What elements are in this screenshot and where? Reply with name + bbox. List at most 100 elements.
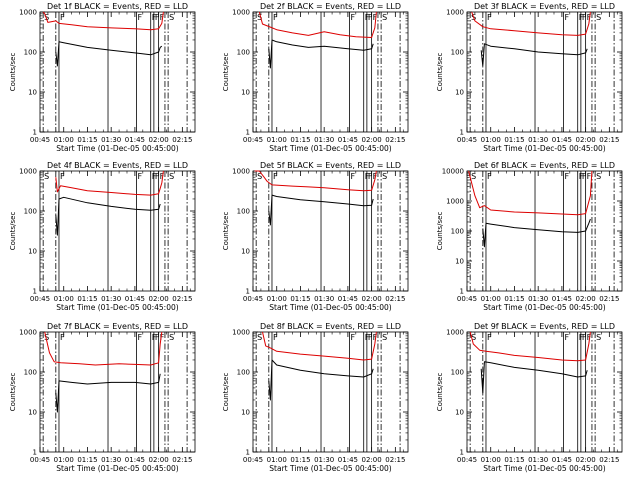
- event-marker-label: S: [596, 13, 601, 22]
- series-line: [254, 170, 377, 192]
- x-tick-label: 01:45: [552, 295, 572, 303]
- x-axis-label: Start Time (01-Dec-05 00:45:00): [269, 144, 391, 153]
- y-tick-label: 100: [24, 49, 37, 57]
- x-tick-label: 01:15: [290, 456, 310, 464]
- y-tick-label: 10000: [442, 168, 464, 176]
- x-tick-label: 02:00: [362, 136, 382, 144]
- y-tick-label: 100: [24, 208, 37, 216]
- event-marker-label: F: [487, 172, 492, 181]
- event-marker-label: F: [160, 172, 165, 181]
- series-line: [258, 11, 377, 38]
- x-tick-label: 01:30: [314, 456, 334, 464]
- panel-title: Det 7f BLACK = Events, RED = LLD: [47, 322, 188, 331]
- detector-panel: Det 3f BLACK = Events, RED = LLD 1 10 100 10…: [436, 2, 623, 153]
- y-tick-label: 1000: [19, 329, 37, 337]
- x-tick-label: 01:30: [101, 456, 121, 464]
- event-marker-label: S: [471, 333, 476, 342]
- x-tick-label: 01:15: [504, 136, 524, 144]
- y-tick-label: 1000: [232, 168, 250, 176]
- y-tick-label: 100: [237, 208, 250, 216]
- x-tick-label: 01:00: [54, 456, 74, 464]
- y-tick-label: 1: [246, 288, 250, 296]
- y-tick-label: 1000: [232, 329, 250, 337]
- x-axis-label: Start Time (01-Dec-05 00:45:00): [56, 464, 178, 473]
- series-line: [471, 11, 591, 36]
- panel-title: Det 3f BLACK = Events, RED = LLD: [474, 2, 615, 11]
- y-tick-label: 1: [460, 288, 464, 296]
- y-tick-label: 1000: [446, 9, 464, 17]
- event-marker-label: F: [587, 172, 592, 181]
- x-tick-label: 02:15: [172, 456, 192, 464]
- plot-frame: [252, 11, 409, 133]
- event-marker-label: F: [273, 333, 278, 342]
- detector-panel: Det 6f BLACK = Events, RED = LLD 1 10 100 10…: [436, 161, 623, 312]
- event-marker-label: S: [596, 333, 601, 342]
- x-tick-label: 01:15: [77, 136, 97, 144]
- x-tick-label: 02:00: [149, 295, 169, 303]
- y-tick-label: 10: [28, 409, 37, 417]
- x-tick-label: 01:00: [54, 136, 74, 144]
- event-marker-label: F: [373, 13, 378, 22]
- x-tick-label: 02:00: [576, 295, 596, 303]
- y-tick-label: 100: [451, 369, 464, 377]
- x-tick-label: 01:00: [267, 295, 287, 303]
- x-tick-label: 01:30: [528, 456, 548, 464]
- y-tick-label: 1000: [232, 9, 250, 17]
- x-axis-label: Start Time (01-Dec-05 00:45:00): [56, 303, 178, 312]
- event-marker-label: F: [137, 13, 142, 22]
- y-tick-label: 1: [246, 449, 250, 457]
- x-tick-label: 02:00: [362, 295, 382, 303]
- plot-frame: [39, 170, 196, 292]
- x-tick-label: 02:15: [385, 456, 405, 464]
- x-tick-label: 01:00: [267, 136, 287, 144]
- x-tick-label: 00:45: [457, 456, 477, 464]
- y-tick-label: 10: [455, 89, 464, 97]
- y-axis-label: Counts/sec: [436, 373, 444, 412]
- event-marker-label: F: [564, 333, 569, 342]
- event-marker-label: F: [350, 333, 355, 342]
- x-axis-label: Start Time (01-Dec-05 00:45:00): [269, 464, 391, 473]
- y-tick-label: 10: [28, 89, 37, 97]
- y-axis-label: Counts/sec: [9, 212, 17, 251]
- y-axis-label: Counts/sec: [436, 53, 444, 92]
- event-marker-label: F: [368, 13, 373, 22]
- event-marker-label: S: [257, 13, 262, 22]
- detector-panel: Det 8f BLACK = Events, RED = LLD 1 10 100 10…: [222, 322, 409, 473]
- y-tick-label: 10: [241, 248, 250, 256]
- event-marker-label: F: [587, 333, 592, 342]
- event-marker-label: F: [273, 13, 278, 22]
- x-tick-label: 01:15: [504, 456, 524, 464]
- event-marker-label: F: [350, 172, 355, 181]
- x-tick-label: 01:30: [101, 295, 121, 303]
- x-tick-label: 01:30: [528, 295, 548, 303]
- event-marker-label: F: [582, 172, 587, 181]
- event-marker-label: S: [382, 172, 387, 181]
- x-tick-label: 01:15: [290, 295, 310, 303]
- series-line: [468, 170, 593, 216]
- x-tick-label: 01:45: [338, 295, 358, 303]
- event-marker-label: F: [160, 13, 165, 22]
- x-tick-label: 01:45: [125, 295, 145, 303]
- y-tick-label: 10: [241, 409, 250, 417]
- y-tick-label: 1000: [19, 168, 37, 176]
- event-marker-label: F: [487, 13, 492, 22]
- x-tick-label: 02:00: [576, 456, 596, 464]
- x-tick-label: 01:15: [77, 456, 97, 464]
- event-marker-label: F: [587, 13, 592, 22]
- y-tick-label: 1000: [446, 198, 464, 206]
- x-tick-label: 01:45: [552, 456, 572, 464]
- event-marker-label: S: [257, 172, 262, 181]
- y-axis-label: Counts/sec: [222, 373, 230, 412]
- x-tick-label: 00:45: [30, 456, 50, 464]
- x-tick-label: 02:15: [599, 136, 619, 144]
- x-tick-label: 00:45: [30, 136, 50, 144]
- event-marker-label: F: [160, 333, 165, 342]
- x-tick-label: 00:45: [457, 295, 477, 303]
- panel-title: Det 1f BLACK = Events, RED = LLD: [47, 2, 188, 11]
- event-marker-label: S: [382, 13, 387, 22]
- series-line: [44, 331, 163, 366]
- x-tick-label: 01:30: [528, 136, 548, 144]
- event-marker-label: F: [137, 172, 142, 181]
- event-marker-label: F: [350, 13, 355, 22]
